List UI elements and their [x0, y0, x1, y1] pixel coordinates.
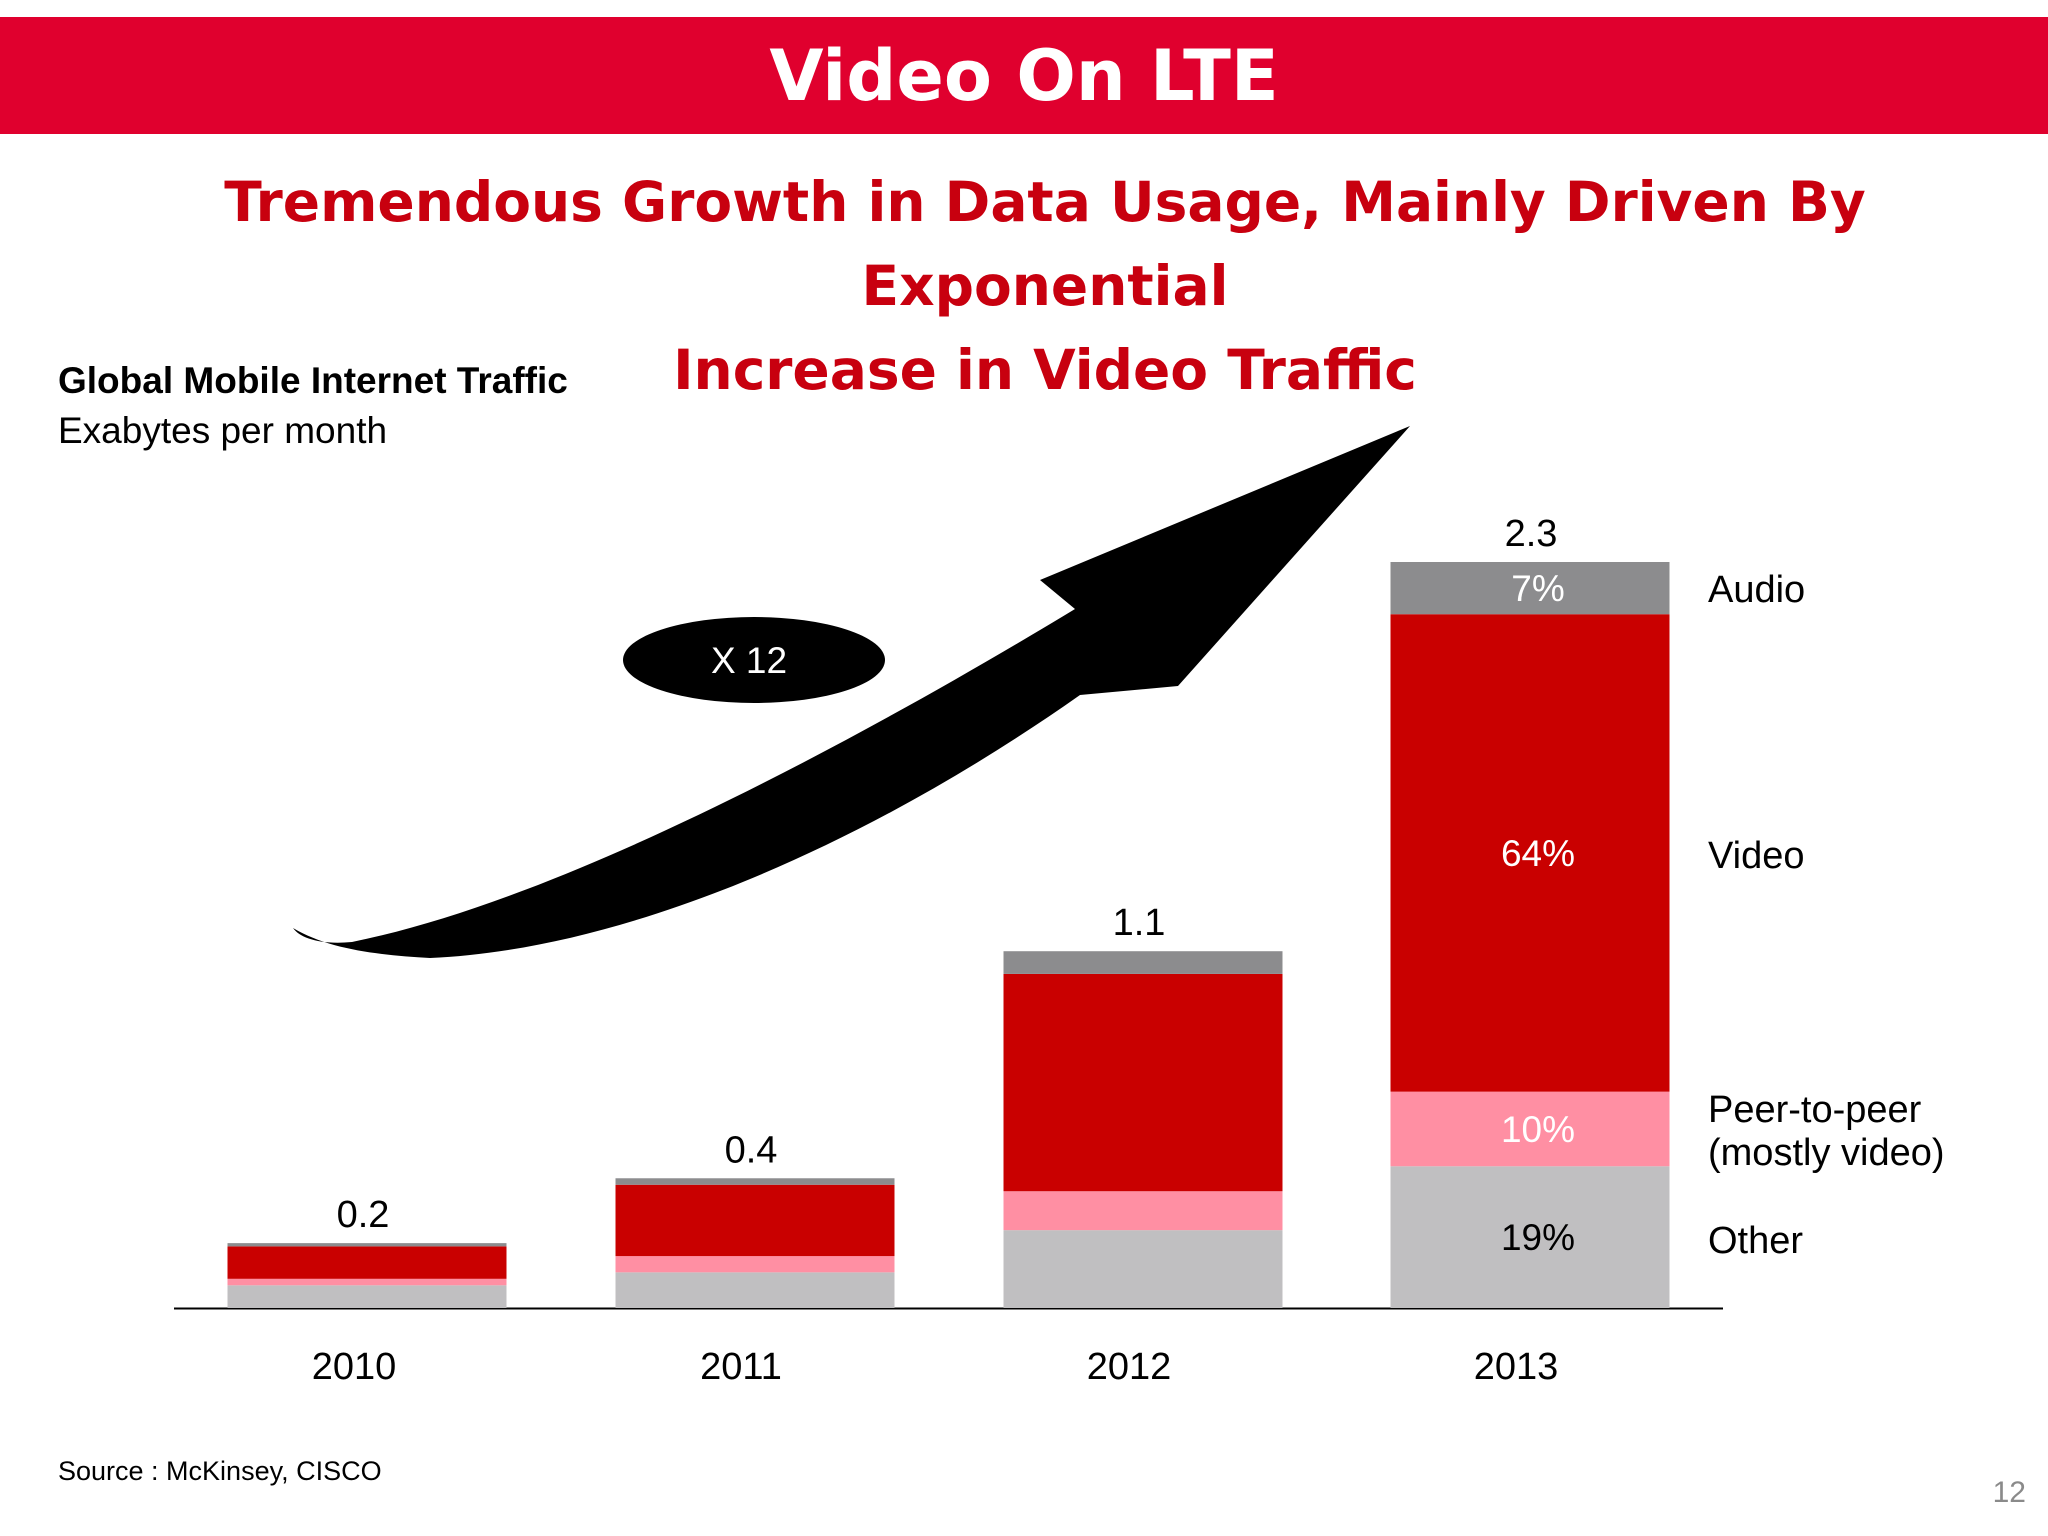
chart-title: Global Mobile Internet Traffic: [58, 360, 568, 401]
bar-segment-audio-2011: [615, 1178, 895, 1185]
bar-segment-peer-to-peer-2010: [227, 1278, 507, 1286]
x-tick-label-2013: 2013: [1474, 1346, 1559, 1388]
growth-multiplier-label: X 12: [711, 640, 787, 681]
bar-total-label-2011: 0.4: [725, 1129, 778, 1171]
x-tick-label-2010: 2010: [312, 1346, 397, 1388]
legend-peer-to-peer-line-1: Peer-to-peer: [1708, 1089, 1922, 1131]
segment-label-peer-to-peer-2013: 10%: [1501, 1109, 1575, 1150]
source-note: Source : McKinsey, CISCO: [58, 1456, 382, 1486]
legend-audio: Audio: [1708, 569, 1805, 611]
bar-segment-other-2013: [1390, 1166, 1670, 1308]
bar-segment-video-2013: [1390, 614, 1670, 1092]
growth-multiplier-badge: [623, 617, 885, 703]
title-banner: Video On LTE: [0, 17, 2048, 134]
bar-segment-video-2011: [615, 1184, 895, 1257]
labels-group: 0.2 2010 0.4 2011 1.1 2012 19% 10% 64% 7% 2.3 2013 A…: [312, 513, 1945, 1388]
legend-video: Video: [1708, 835, 1805, 877]
legend-peer-to-peer-line-2: (mostly video): [1708, 1132, 1945, 1174]
page-number: 12: [1992, 1476, 2026, 1509]
subtitle-line-2: Increase in Video Traffic: [673, 338, 1417, 402]
slide-subtitle: Tremendous Growth in Data Usage, Mainly …: [80, 160, 2010, 412]
bar-segment-peer-to-peer-2011: [615, 1256, 895, 1273]
bar-total-label-2013: 2.3: [1505, 513, 1558, 555]
bar-total-label-2010: 0.2: [337, 1194, 390, 1236]
bars-group: [227, 562, 1670, 1308]
bar-segment-video-2010: [227, 1246, 507, 1279]
bar-segment-other-2011: [615, 1272, 895, 1308]
segment-label-audio-2013: 7%: [1511, 568, 1564, 609]
segment-label-video-2013: 64%: [1501, 833, 1575, 874]
growth-arrow-icon: [293, 426, 1410, 958]
bar-total-label-2012: 1.1: [1113, 902, 1166, 944]
slide-title: Video On LTE: [769, 34, 1279, 117]
bar-segment-other-2012: [1003, 1230, 1283, 1308]
bar-segment-other-2010: [227, 1285, 507, 1308]
bar-segment-audio-2013: [1390, 562, 1670, 615]
legend-other: Other: [1708, 1220, 1803, 1262]
segment-label-other-2013: 19%: [1501, 1217, 1575, 1258]
bar-segment-audio-2010: [227, 1243, 507, 1247]
bar-segment-audio-2012: [1003, 951, 1283, 974]
bar-segment-peer-to-peer-2012: [1003, 1191, 1283, 1231]
x-tick-label-2011: 2011: [700, 1346, 782, 1388]
x-tick-label-2012: 2012: [1087, 1346, 1172, 1388]
subtitle-line-1: Tremendous Growth in Data Usage, Mainly …: [224, 170, 1866, 318]
bar-segment-video-2012: [1003, 973, 1283, 1192]
chart-unit-label: Exabytes per month: [58, 410, 388, 451]
bar-segment-peer-to-peer-2013: [1390, 1091, 1670, 1167]
